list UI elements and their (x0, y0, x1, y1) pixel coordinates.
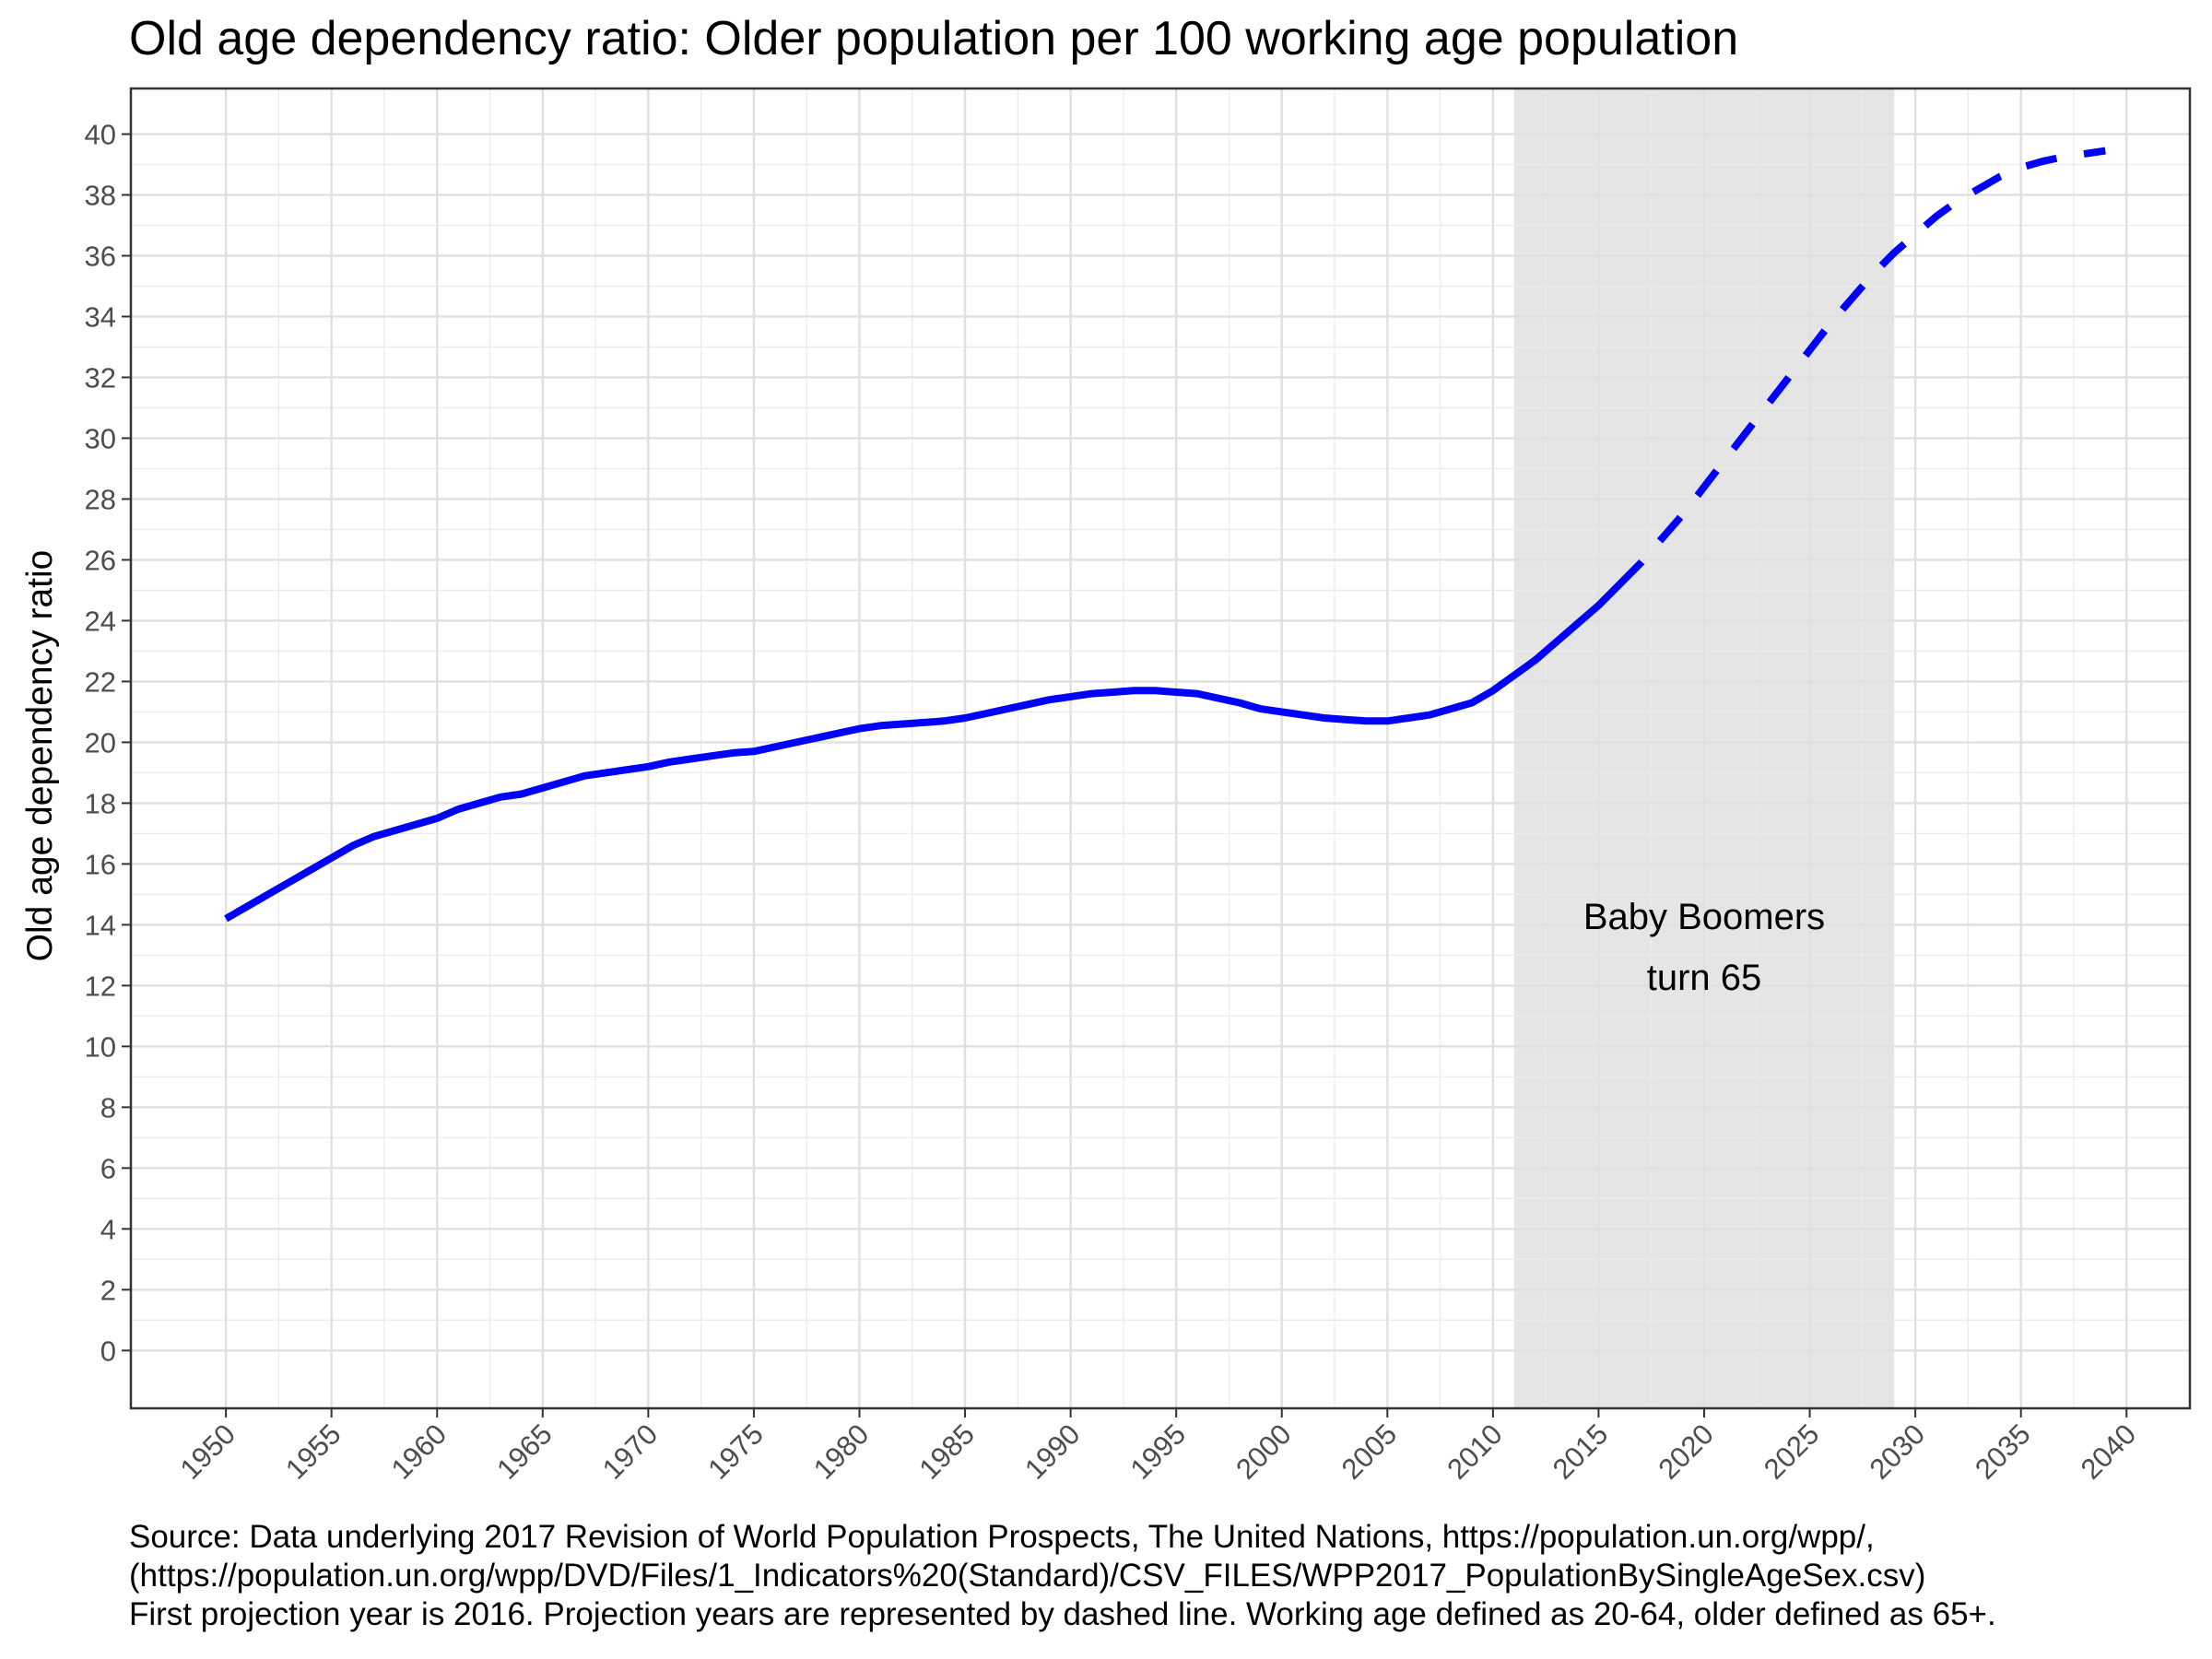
x-tick-label: 2010 (1441, 1418, 1509, 1486)
chart-title: Old age dependency ratio: Older populati… (129, 12, 1739, 65)
caption-line-1: Source: Data underlying 2017 Revision of… (129, 1519, 1875, 1555)
x-tick-label: 1990 (1018, 1418, 1087, 1486)
x-tick-label: 1995 (1124, 1418, 1193, 1486)
x-tick-label: 1960 (385, 1418, 453, 1486)
y-tick-label: 28 (85, 483, 116, 515)
y-tick-label: 2 (100, 1274, 116, 1306)
y-tick-label: 32 (85, 361, 116, 394)
y-tick-label: 36 (85, 240, 116, 272)
plot-border (129, 87, 2192, 1410)
x-tick-label: 2005 (1335, 1418, 1404, 1486)
x-tick-label: 1980 (807, 1418, 876, 1486)
y-tick-label: 24 (85, 605, 116, 637)
y-tick-label: 34 (85, 300, 116, 333)
x-tick-label: 2015 (1547, 1418, 1615, 1486)
x-tick-label: 2020 (1652, 1418, 1720, 1486)
y-tick-label: 38 (85, 179, 116, 211)
y-tick-label: 20 (85, 726, 116, 759)
x-tick-label: 2000 (1230, 1418, 1298, 1486)
annotation-label: Baby Boomers (1583, 897, 1825, 937)
y-tick-label: 0 (100, 1335, 116, 1367)
y-tick-label: 30 (85, 422, 116, 454)
y-tick-label: 18 (85, 787, 116, 819)
y-tick-label: 22 (85, 665, 116, 698)
x-tick-label: 1950 (174, 1418, 242, 1486)
x-tick-label: 1970 (596, 1418, 665, 1486)
y-tick-label: 4 (100, 1213, 116, 1245)
caption-line-3: First projection year is 2016. Projectio… (129, 1596, 1996, 1632)
x-tick-label: 2035 (1969, 1418, 2037, 1486)
y-tick-label: 10 (85, 1030, 116, 1063)
projection-dashed-line (1617, 147, 2106, 587)
x-tick-label: 1985 (912, 1418, 981, 1486)
x-tick-label: 1975 (701, 1418, 770, 1486)
y-tick-label: 14 (85, 909, 116, 941)
caption-line-2: (https://population.un.org/wpp/DVD/Files… (129, 1558, 1926, 1594)
y-tick-label: 26 (85, 544, 116, 576)
x-tick-label: 1965 (490, 1418, 559, 1486)
annotation-label: turn 65 (1647, 958, 1762, 998)
x-tick-label: 2025 (1758, 1418, 1826, 1486)
x-tick-label: 2040 (2075, 1418, 2143, 1486)
y-tick-label: 40 (85, 118, 116, 150)
historical-solid-line (224, 581, 1623, 923)
x-tick-label: 1955 (279, 1418, 347, 1486)
y-axis-title: Old age dependency ratio (20, 550, 60, 962)
y-tick-label: 12 (85, 970, 116, 1002)
y-tick-label: 16 (85, 848, 116, 880)
y-tick-label: 6 (100, 1152, 116, 1184)
x-tick-label: 2030 (1864, 1418, 1932, 1486)
y-tick-label: 8 (100, 1091, 116, 1124)
